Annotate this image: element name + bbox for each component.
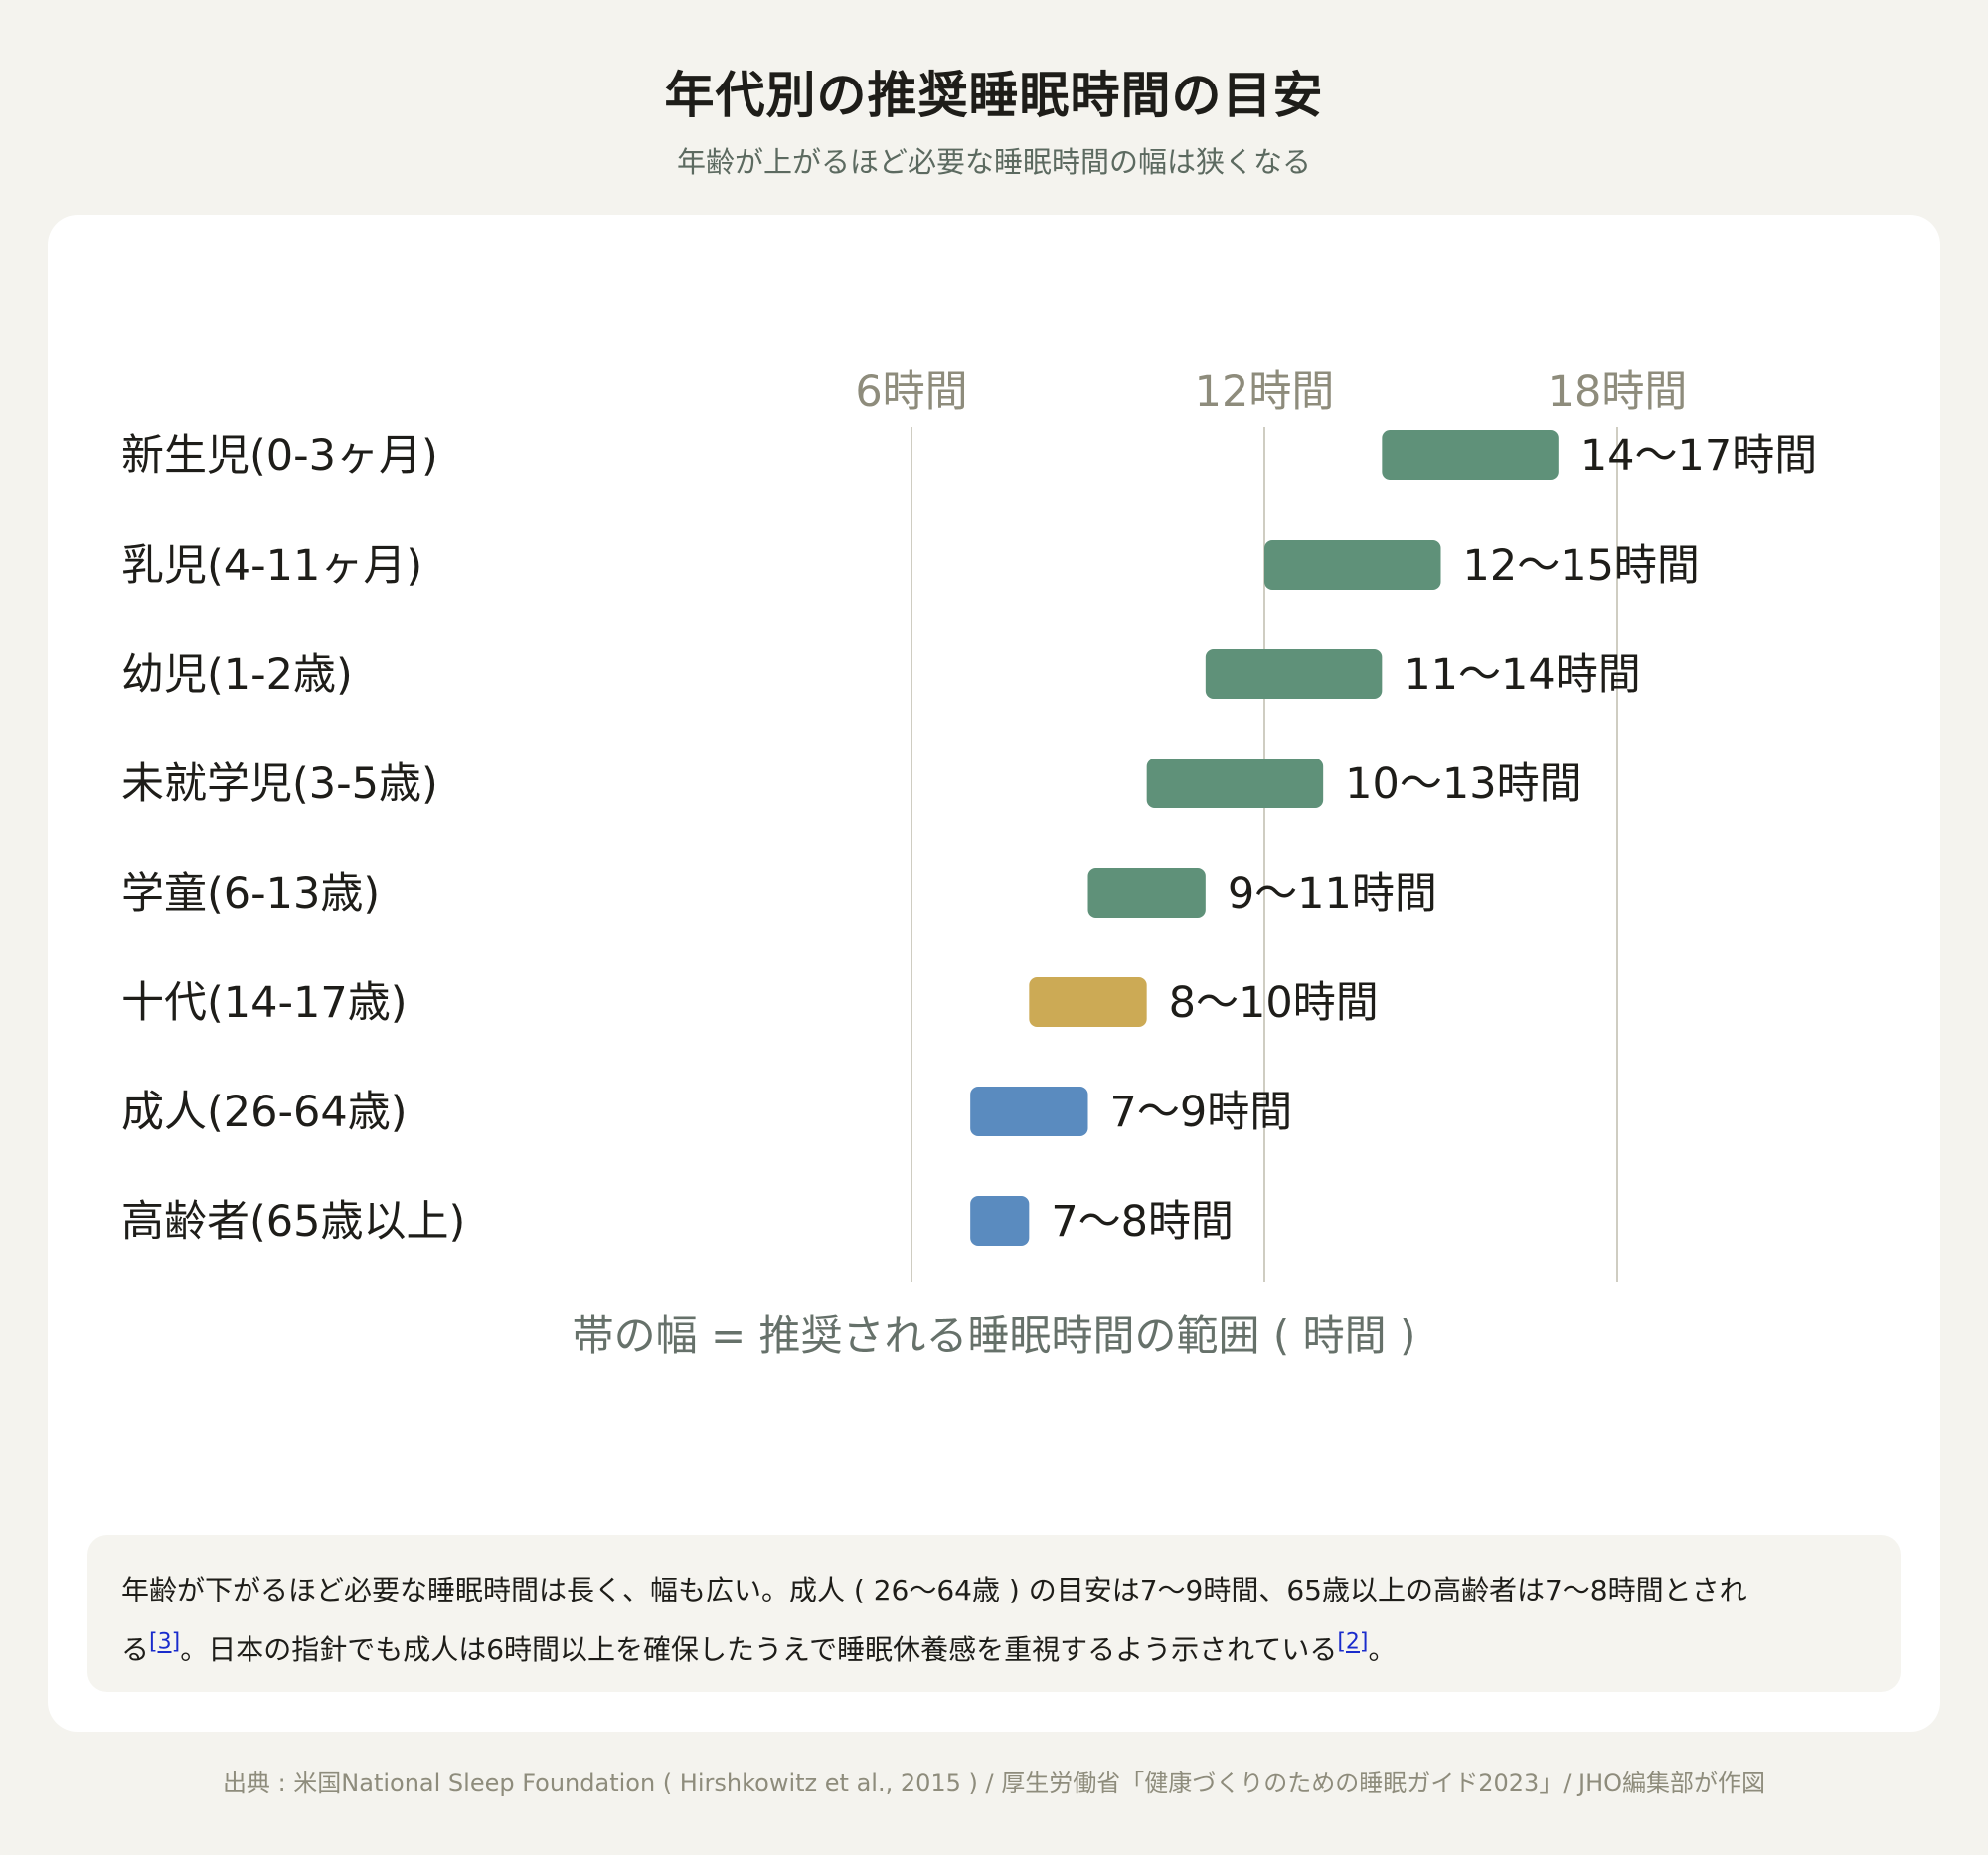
category-label: 成人(26-64歳) bbox=[121, 1088, 408, 1137]
category-label: 未就学児(3-5歳) bbox=[121, 759, 438, 809]
category-label: 学童(6-13歳) bbox=[121, 869, 380, 919]
note-text-3: 。日本の指針でも成人は6時間以上を確保したうえで睡眠休養感を重視するよう示されて… bbox=[180, 1633, 1338, 1666]
chart-card: 6時間 12時間 18時間 新生児(0-3ヶ月) 乳児(4-11ヶ月) 幼児(1-2歳)… bbox=[48, 215, 1940, 1732]
reference-link-3[interactable]: [3] bbox=[149, 1629, 181, 1655]
data-label: 14〜17時間 bbox=[1580, 431, 1817, 481]
value-label-layer: 14〜17時間 12〜15時間 11〜14時間 10〜13時間 9〜11時間 8〜10時間… bbox=[1051, 431, 1817, 1247]
x-axis-title: 帯の幅 = 推奨される睡眠時間の範囲 ( 時間 ) bbox=[573, 1311, 1416, 1360]
source-credit: 出典 : 米国National Sleep Foundation ( Hirsh… bbox=[222, 1770, 1766, 1797]
data-label: 7〜9時間 bbox=[1110, 1088, 1293, 1137]
chart-title: 年代別の推奨睡眠時間の目安 bbox=[664, 67, 1324, 124]
data-label: 11〜14時間 bbox=[1404, 650, 1640, 700]
range-bar bbox=[1029, 977, 1147, 1027]
range-bar bbox=[1146, 759, 1324, 808]
category-label: 幼児(1-2歳) bbox=[121, 650, 353, 700]
category-label: 高齢者(65歳以上) bbox=[121, 1197, 465, 1247]
x-tick-label: 6時間 bbox=[855, 367, 967, 417]
data-label: 7〜8時間 bbox=[1051, 1197, 1234, 1247]
chart-subtitle: 年齢が上がるほど必要な睡眠時間の幅は狭くなる bbox=[676, 145, 1311, 179]
x-tick-label: 18時間 bbox=[1548, 367, 1688, 417]
category-label: 新生児(0-3ヶ月) bbox=[121, 431, 438, 481]
x-tick-label: 12時間 bbox=[1195, 367, 1335, 417]
data-label: 10〜13時間 bbox=[1345, 759, 1581, 809]
range-bar bbox=[1205, 649, 1383, 699]
category-label-layer: 新生児(0-3ヶ月) 乳児(4-11ヶ月) 幼児(1-2歳) 未就学児(3-5歳) 学童… bbox=[121, 431, 465, 1247]
explanation-note: 年齢が下がるほど必要な睡眠時間は長く、幅も広い。成人 ( 26〜64歳 ) の目… bbox=[87, 1535, 1901, 1692]
note-text-2: る bbox=[121, 1633, 150, 1666]
data-label: 8〜10時間 bbox=[1169, 978, 1379, 1028]
note-line-1: 年齢が下がるほど必要な睡眠時間は長く、幅も広い。成人 ( 26〜64歳 ) の目… bbox=[121, 1574, 1747, 1606]
note-line-2: る[3]。日本の指針でも成人は6時間以上を確保したうえで睡眠休養感を重視するよう… bbox=[121, 1620, 1867, 1680]
range-bar bbox=[1382, 430, 1559, 480]
range-bar bbox=[1264, 540, 1441, 590]
data-label: 12〜15時間 bbox=[1463, 541, 1700, 590]
data-label: 9〜11時間 bbox=[1228, 869, 1437, 919]
bar-layer bbox=[970, 430, 1559, 1246]
tick-layer: 6時間 12時間 18時間 bbox=[855, 367, 1687, 417]
category-label: 十代(14-17歳) bbox=[121, 978, 408, 1028]
reference-link-2[interactable]: [2] bbox=[1337, 1629, 1369, 1655]
note-text-4: 。 bbox=[1368, 1633, 1397, 1666]
sleep-range-chart: 6時間 12時間 18時間 新生児(0-3ヶ月) 乳児(4-11ヶ月) 幼児(1-2歳)… bbox=[121, 367, 1817, 1360]
category-label: 乳児(4-11ヶ月) bbox=[121, 541, 422, 590]
range-bar bbox=[1087, 868, 1206, 918]
range-bar bbox=[970, 1087, 1088, 1136]
range-bar bbox=[970, 1196, 1030, 1246]
